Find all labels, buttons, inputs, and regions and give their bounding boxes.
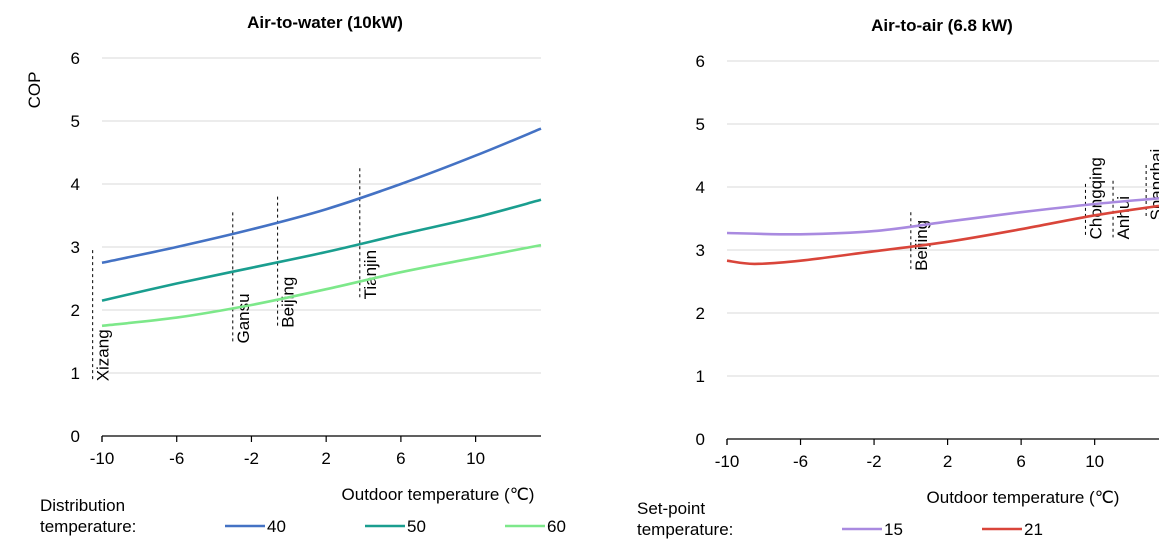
y-tick-label: 2 — [71, 301, 80, 320]
region-label: Tianjin — [361, 250, 380, 299]
chart-title: Air-to-air (6.8 kW) — [871, 16, 1013, 35]
x-tick-label: -10 — [715, 452, 740, 471]
region-label: Anhui — [1114, 196, 1133, 239]
region-label: Chongqing — [1086, 157, 1105, 239]
y-tick-label: 5 — [696, 115, 705, 134]
series-line — [101, 243, 542, 328]
x-tick-label: -10 — [90, 449, 115, 468]
y-tick-label: 2 — [696, 304, 705, 323]
region-label: Shanghai — [1147, 149, 1159, 221]
y-tick-label: 6 — [696, 52, 705, 71]
series-line — [101, 198, 542, 302]
y-tick-label: 1 — [71, 364, 80, 383]
region-label: Xizang — [94, 329, 113, 381]
y-tick-label: 5 — [71, 112, 80, 131]
x-tick-label: 6 — [396, 449, 405, 468]
x-axis-label: Outdoor temperature (℃) — [342, 485, 535, 504]
x-tick-label: 2 — [943, 452, 952, 471]
x-axis-label: Outdoor temperature (℃) — [927, 488, 1120, 507]
y-axis-label: COP — [25, 72, 44, 109]
legend-label: 60 — [547, 517, 566, 536]
legend-title: Distribution temperature: — [40, 496, 136, 536]
y-tick-label: 6 — [71, 49, 80, 68]
y-tick-label: 3 — [71, 238, 80, 257]
y-tick-label: 3 — [696, 241, 705, 260]
legend-label: 40 — [267, 517, 286, 536]
x-tick-label: 2 — [321, 449, 330, 468]
x-tick-label: -6 — [169, 449, 184, 468]
series-line — [101, 127, 542, 265]
x-tick-label: -6 — [793, 452, 808, 471]
x-tick-label: -2 — [244, 449, 259, 468]
x-tick-label: 10 — [1085, 452, 1104, 471]
series-line — [726, 197, 1159, 236]
legend-label: 50 — [407, 517, 426, 536]
legend-label: 15 — [884, 520, 903, 539]
series-line — [726, 204, 1159, 266]
x-tick-label: -2 — [867, 452, 882, 471]
y-tick-label: 4 — [696, 178, 705, 197]
region-label: Gansu — [234, 293, 253, 343]
chart-2: Air-to-air (6.8 kW) 0 1 2 3 4 5 6 -10 -6 -2 2 6 10 Out… — [637, 16, 1159, 539]
legend-title: Set-point temperature: — [637, 499, 733, 539]
region-label: Beijing — [279, 277, 298, 328]
y-tick-label: 0 — [71, 427, 80, 446]
y-tick-label: 4 — [71, 175, 80, 194]
x-tick-label: 10 — [466, 449, 485, 468]
chart-1: Air-to-water (10kW) 0 1 2 3 4 5 6 -10 -6 -2 2 6 10 COP… — [25, 13, 566, 536]
chart-title: Air-to-water (10kW) — [247, 13, 403, 32]
legend-label: 21 — [1024, 520, 1043, 539]
y-tick-label: 0 — [696, 430, 705, 449]
x-tick-label: 6 — [1016, 452, 1025, 471]
y-tick-label: 1 — [696, 367, 705, 386]
